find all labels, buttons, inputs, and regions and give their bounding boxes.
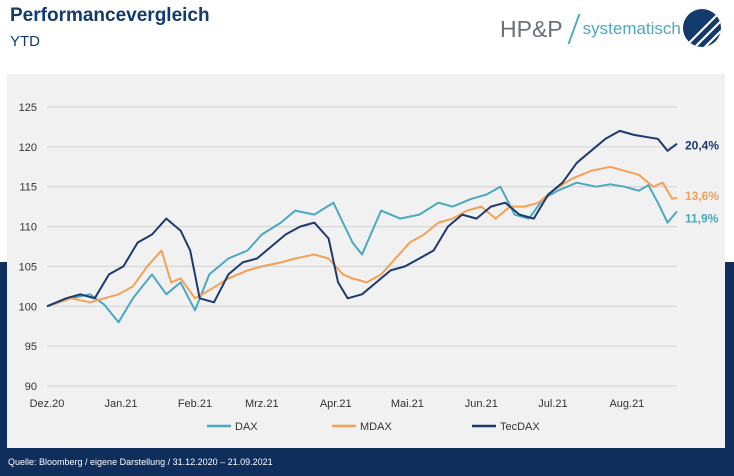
brand-slash [567,14,581,44]
page-title: Performancevergleich [10,5,210,26]
y-tick-label: 105 [19,261,37,273]
x-tick-label: Aug.21 [609,398,644,410]
x-tick-label: Jul.21 [538,398,567,410]
x-tick-label: Apr.21 [320,398,352,410]
brand-tagline: systematisch [582,19,681,38]
x-tick-label: Jun.21 [465,398,498,410]
x-tick-label: Dez.20 [30,398,65,410]
series-line-mdax [46,165,678,308]
legend-label-mdax: MDAX [360,421,392,433]
end-label-tecdax: 20,4% [685,139,719,153]
series-line-dax [46,181,678,324]
y-tick-label: 120 [19,142,37,154]
y-tick-label: 90 [25,381,37,393]
y-tick-label: 110 [19,222,37,234]
end-label-dax: 11,9% [685,211,719,225]
page-subtitle: YTD [10,33,40,50]
brand-name: HP&P [500,15,563,42]
x-tick-label: Mrz.21 [245,398,279,410]
brand-wordmark: HP&P systematisch [500,14,681,44]
brand-logo-icon [683,9,721,47]
y-tick-label: 125 [19,102,37,114]
legend-label-tecdax: TecDAX [500,421,540,433]
legend-label-dax: DAX [235,421,258,433]
end-label-mdax: 13,6% [685,189,719,203]
y-tick-label: 100 [19,301,37,313]
source-note: Quelle: Bloomberg / eigene Darstellung /… [8,457,273,467]
performance-chart: 90 95 100 105 110 115 120 125 Dez.20 Jan.21 Feb.2… [19,102,720,433]
y-tick-label: 115 [19,182,37,194]
x-tick-label: Feb.21 [178,398,212,410]
x-tick-label: Jan.21 [104,398,137,410]
series-line-tecdax [46,129,678,308]
x-tick-label: Mai.21 [391,398,424,410]
y-tick-label: 95 [25,341,37,353]
header: Performancevergleich YTD HP&P systematis… [0,0,734,74]
